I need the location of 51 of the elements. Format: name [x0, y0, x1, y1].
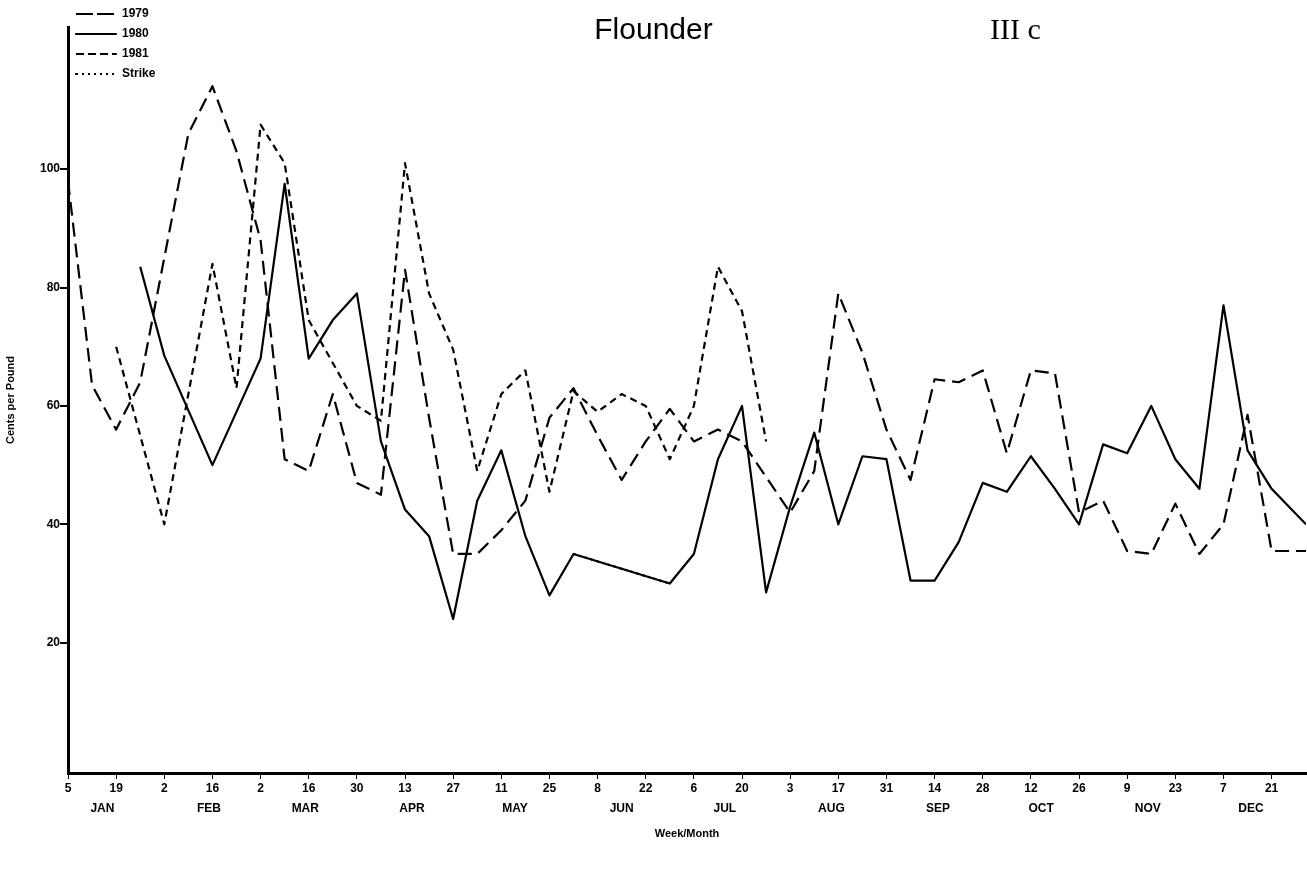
- x-tick-label: 13: [398, 780, 413, 795]
- x-tick-label: 8: [594, 780, 602, 795]
- x-tick-label: 17: [831, 780, 846, 795]
- y-tick-label: 100: [39, 161, 61, 176]
- text: SEP: [926, 801, 951, 816]
- x-tick-label: 30: [350, 780, 364, 795]
- text: JUN: [609, 801, 634, 816]
- x-tick-label: 16: [205, 780, 220, 795]
- x-tick-label: 7: [1220, 780, 1228, 795]
- x-tick-label: 23: [1168, 780, 1183, 795]
- x-tick-label: 12: [1024, 780, 1038, 795]
- text: NOV: [1134, 801, 1161, 816]
- text: AUG: [818, 801, 845, 816]
- y-tick-label: 60: [46, 398, 61, 413]
- x-tick-label: 20: [735, 780, 750, 795]
- text: FEB: [196, 801, 222, 816]
- text: MAY: [502, 801, 528, 816]
- y-tick-label: 40: [46, 516, 61, 531]
- x-tick-label: 27: [446, 780, 461, 795]
- text: JAN: [90, 801, 115, 816]
- x-tick-label: 16: [302, 780, 316, 795]
- x-tick-label: 3: [786, 780, 794, 795]
- x-tick-label: 22: [639, 780, 653, 795]
- text: DEC: [1238, 801, 1264, 816]
- legend-label: Strike: [122, 66, 156, 81]
- y-axis-title: Cents per Pound: [3, 355, 16, 445]
- x-axis-title: Week/Month: [654, 827, 720, 840]
- x-tick-label: 21: [1264, 780, 1279, 795]
- x-tick-label: 2: [257, 780, 265, 795]
- y-tick-label: 20: [46, 635, 61, 650]
- x-tick-label: 6: [690, 780, 698, 795]
- x-tick-label: 14: [927, 780, 942, 795]
- text: OCT: [1028, 801, 1055, 816]
- x-tick-label: 31: [879, 780, 894, 795]
- x-tick-label: 9: [1123, 780, 1131, 795]
- x-tick-label: 28: [976, 780, 990, 795]
- chart-subtitle: III c: [990, 12, 1041, 46]
- text: JUL: [713, 801, 737, 816]
- x-tick-label: 25: [542, 780, 557, 795]
- text: APR: [399, 801, 425, 816]
- x-tick-label: 5: [64, 780, 72, 795]
- text: MAR: [291, 801, 320, 816]
- y-tick-label: 80: [46, 279, 61, 294]
- legend-label: 1980: [122, 26, 150, 41]
- x-tick-label: 26: [1072, 780, 1087, 795]
- legend-label: 1981: [122, 46, 150, 61]
- chart-title: Flounder: [594, 12, 713, 45]
- x-tick-label: 11: [494, 780, 508, 795]
- legend-label: 1979: [122, 6, 150, 21]
- x-tick-label: 2: [160, 780, 168, 795]
- x-tick-label: 19: [109, 780, 124, 795]
